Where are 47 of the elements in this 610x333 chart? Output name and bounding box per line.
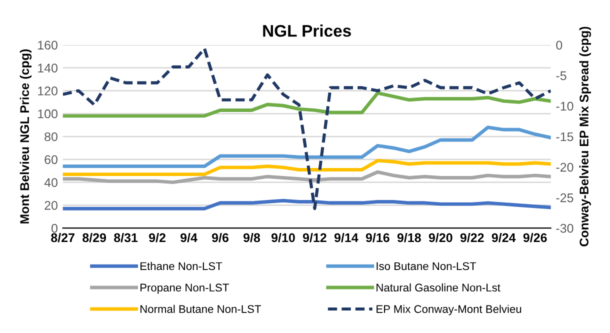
y-tick-label: 60 <box>44 155 58 164</box>
x-tick-label: 9/18 <box>397 232 421 242</box>
y2-tick-label: -20 <box>556 162 574 172</box>
line-series <box>62 91 551 118</box>
legend-label: Iso Butane Non-LST <box>376 262 476 270</box>
x-tick-label: 9/24 <box>492 232 516 242</box>
x-tick-label: 9/14 <box>334 232 358 242</box>
legend-label: Propane Non-LST <box>140 284 229 294</box>
legend-label: Natural Gasoline Non-Lst <box>376 283 500 292</box>
y2-tick-label: -10 <box>556 102 574 111</box>
legend-label: Normal Butane Non-LST <box>140 304 261 314</box>
x-tick-label: 9/16 <box>366 232 390 242</box>
x-tick-label: 9/26 <box>523 232 547 242</box>
line-series <box>62 126 551 168</box>
line-series <box>62 198 551 210</box>
y-tick-label: 100 <box>38 109 58 118</box>
y2-tick-label: -5 <box>556 71 566 80</box>
y-tick-label: 80 <box>44 132 58 142</box>
y-tick-label: 160 <box>38 40 58 50</box>
x-tick-label: 8/31 <box>114 232 138 242</box>
chart-title: NGL Prices <box>263 24 351 37</box>
line-series <box>62 47 551 210</box>
y-tick-label: 40 <box>44 178 58 187</box>
x-tick-label: 9/10 <box>271 232 295 242</box>
line-series <box>62 158 551 176</box>
y-tick-label: 0 <box>52 224 58 233</box>
x-tick-label: 9/12 <box>302 232 326 242</box>
x-tick-label: 9/22 <box>460 232 484 242</box>
line-series <box>62 170 551 184</box>
legend-label: EP Mix Conway-Mont Belvieu <box>376 304 522 316</box>
legend-label: Ethane Non-LST <box>140 262 222 270</box>
x-tick-label: 8/29 <box>82 232 106 242</box>
y-tick-label: 20 <box>44 201 58 210</box>
x-tick-label: 9/6 <box>212 232 228 242</box>
x-tick-label: 9/8 <box>243 232 260 242</box>
y-tick-label: 120 <box>38 86 58 96</box>
y2-tick-label: 0 <box>556 40 562 50</box>
x-tick-label: 8/27 <box>51 232 74 242</box>
y-tick-label: 140 <box>38 64 58 72</box>
y2-axis-title: Conway-Belvieu EP Mix Spread (cpg) <box>579 26 592 246</box>
x-tick-label: 9/2 <box>149 232 166 242</box>
x-tick-label: 9/20 <box>428 232 452 242</box>
y-axis-title: Mont Belvieu NGL Price (cpg) <box>20 49 32 224</box>
y2-tick-label: -15 <box>556 132 574 142</box>
x-tick-label: 9/4 <box>180 232 198 242</box>
y2-tick-label: -25 <box>556 193 574 202</box>
y2-tick-label: -30 <box>556 224 574 233</box>
